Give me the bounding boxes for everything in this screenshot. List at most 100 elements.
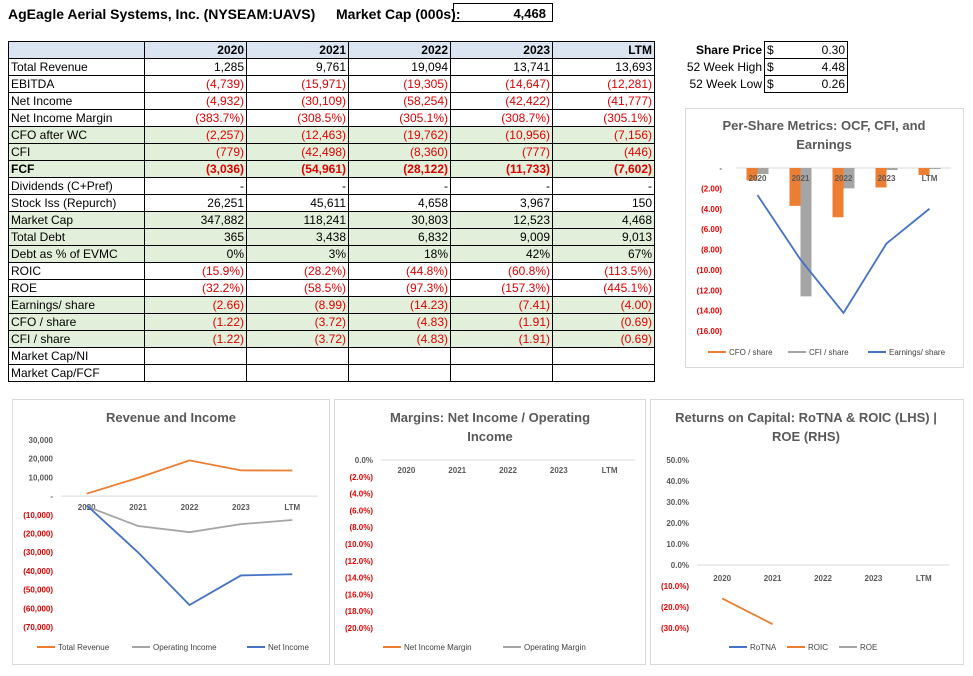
table-cell[interactable]: 26,251 — [144, 194, 247, 212]
share-price-value[interactable]: 0.30 — [779, 41, 848, 59]
table-cell[interactable]: (41,777) — [552, 92, 655, 110]
table-cell[interactable]: (15,971) — [246, 75, 349, 93]
table-cell[interactable] — [144, 347, 247, 365]
table-cell[interactable]: (305.1%) — [552, 109, 655, 127]
table-cell[interactable]: (8.99) — [246, 296, 349, 314]
table-cell[interactable]: (10,956) — [450, 126, 553, 144]
table-cell[interactable]: (2.66) — [144, 296, 247, 314]
table-cell[interactable]: (15.9%) — [144, 262, 247, 280]
table-cell[interactable]: (19,762) — [348, 126, 451, 144]
table-cell[interactable]: (12,281) — [552, 75, 655, 93]
table-cell[interactable]: 12,523 — [450, 211, 553, 229]
table-cell[interactable]: (308.5%) — [246, 109, 349, 127]
table-cell[interactable]: (2,257) — [144, 126, 247, 144]
table-cell[interactable]: (7,156) — [552, 126, 655, 144]
table-cell[interactable]: (446) — [552, 143, 655, 161]
table-cell[interactable]: 6,832 — [348, 228, 451, 246]
table-cell[interactable]: (97.3%) — [348, 279, 451, 297]
table-cell[interactable]: 42% — [450, 245, 553, 263]
table-cell[interactable]: 4,468 — [552, 211, 655, 229]
table-cell[interactable]: (1.91) — [450, 330, 553, 348]
table-cell[interactable]: (58,254) — [348, 92, 451, 110]
table-cell[interactable]: 1,285 — [144, 58, 247, 76]
table-cell[interactable]: (779) — [144, 143, 247, 161]
table-cell[interactable] — [552, 347, 655, 365]
table-cell[interactable]: 9,009 — [450, 228, 553, 246]
table-cell[interactable]: - — [144, 177, 247, 195]
table-cell[interactable]: (3.72) — [246, 313, 349, 331]
table-cell[interactable]: 9,013 — [552, 228, 655, 246]
table-cell[interactable]: (8,360) — [348, 143, 451, 161]
table-cell[interactable]: (4.83) — [348, 330, 451, 348]
table-cell[interactable] — [348, 347, 451, 365]
table-cell[interactable]: 18% — [348, 245, 451, 263]
table-cell[interactable] — [348, 364, 451, 382]
table-cell[interactable]: (157.3%) — [450, 279, 553, 297]
table-cell[interactable]: (32.2%) — [144, 279, 247, 297]
table-cell[interactable]: 13,693 — [552, 58, 655, 76]
table-cell[interactable]: (4.00) — [552, 296, 655, 314]
share-price-row: Share Price $0.30 — [678, 41, 848, 59]
table-cell[interactable]: (7,602) — [552, 160, 655, 178]
table-cell[interactable]: (4.83) — [348, 313, 451, 331]
table-cell[interactable] — [144, 364, 247, 382]
table-cell[interactable]: 19,094 — [348, 58, 451, 76]
table-cell[interactable]: (28.2%) — [246, 262, 349, 280]
table-cell[interactable] — [246, 347, 349, 365]
table-cell[interactable]: 150 — [552, 194, 655, 212]
table-cell[interactable]: (308.7%) — [450, 109, 553, 127]
table-cell[interactable] — [552, 364, 655, 382]
table-cell[interactable]: 45,611 — [246, 194, 349, 212]
table-cell[interactable]: (0.69) — [552, 330, 655, 348]
table-cell[interactable]: (383.7%) — [144, 109, 247, 127]
table-cell[interactable]: (4,739) — [144, 75, 247, 93]
table-cell[interactable]: 3,438 — [246, 228, 349, 246]
table-cell[interactable]: - — [552, 177, 655, 195]
table-cell[interactable] — [450, 347, 553, 365]
market-cap-value[interactable]: 4,468 — [453, 3, 553, 22]
table-cell[interactable]: (4,932) — [144, 92, 247, 110]
table-cell[interactable]: (14.23) — [348, 296, 451, 314]
table-cell[interactable]: (1.91) — [450, 313, 553, 331]
table-cell[interactable]: 347,882 — [144, 211, 247, 229]
table-cell[interactable]: (1.22) — [144, 313, 247, 331]
table-cell[interactable] — [246, 364, 349, 382]
table-cell[interactable]: (28,122) — [348, 160, 451, 178]
table-cell[interactable]: (3,036) — [144, 160, 247, 178]
share-price-value[interactable]: 0.26 — [779, 75, 848, 93]
table-cell[interactable]: (445.1%) — [552, 279, 655, 297]
table-cell[interactable]: (42,498) — [246, 143, 349, 161]
table-cell[interactable]: (11,733) — [450, 160, 553, 178]
share-price-value[interactable]: 4.48 — [779, 58, 848, 76]
table-cell[interactable]: (42,422) — [450, 92, 553, 110]
table-cell[interactable]: (30,109) — [246, 92, 349, 110]
table-cell[interactable]: (7.41) — [450, 296, 553, 314]
table-cell[interactable]: (19,305) — [348, 75, 451, 93]
table-cell[interactable]: (58.5%) — [246, 279, 349, 297]
table-cell[interactable]: 4,658 — [348, 194, 451, 212]
table-cell[interactable]: 67% — [552, 245, 655, 263]
table-cell[interactable]: 13,741 — [450, 58, 553, 76]
table-cell[interactable]: (54,961) — [246, 160, 349, 178]
table-cell[interactable]: (14,647) — [450, 75, 553, 93]
table-cell[interactable]: (777) — [450, 143, 553, 161]
table-cell[interactable]: 118,241 — [246, 211, 349, 229]
table-cell[interactable]: - — [246, 177, 349, 195]
table-cell[interactable]: 365 — [144, 228, 247, 246]
table-cell[interactable]: (60.8%) — [450, 262, 553, 280]
table-cell[interactable]: (44.8%) — [348, 262, 451, 280]
table-cell[interactable]: 3,967 — [450, 194, 553, 212]
table-cell[interactable]: - — [450, 177, 553, 195]
table-cell[interactable]: (113.5%) — [552, 262, 655, 280]
table-cell[interactable]: 0% — [144, 245, 247, 263]
table-cell[interactable] — [450, 364, 553, 382]
table-cell[interactable]: (1.22) — [144, 330, 247, 348]
table-cell[interactable]: (12,463) — [246, 126, 349, 144]
table-cell[interactable]: - — [348, 177, 451, 195]
table-cell[interactable]: (305.1%) — [348, 109, 451, 127]
table-cell[interactable]: 3% — [246, 245, 349, 263]
table-cell[interactable]: 30,803 — [348, 211, 451, 229]
table-cell[interactable]: (3.72) — [246, 330, 349, 348]
table-cell[interactable]: 9,761 — [246, 58, 349, 76]
table-cell[interactable]: (0.69) — [552, 313, 655, 331]
